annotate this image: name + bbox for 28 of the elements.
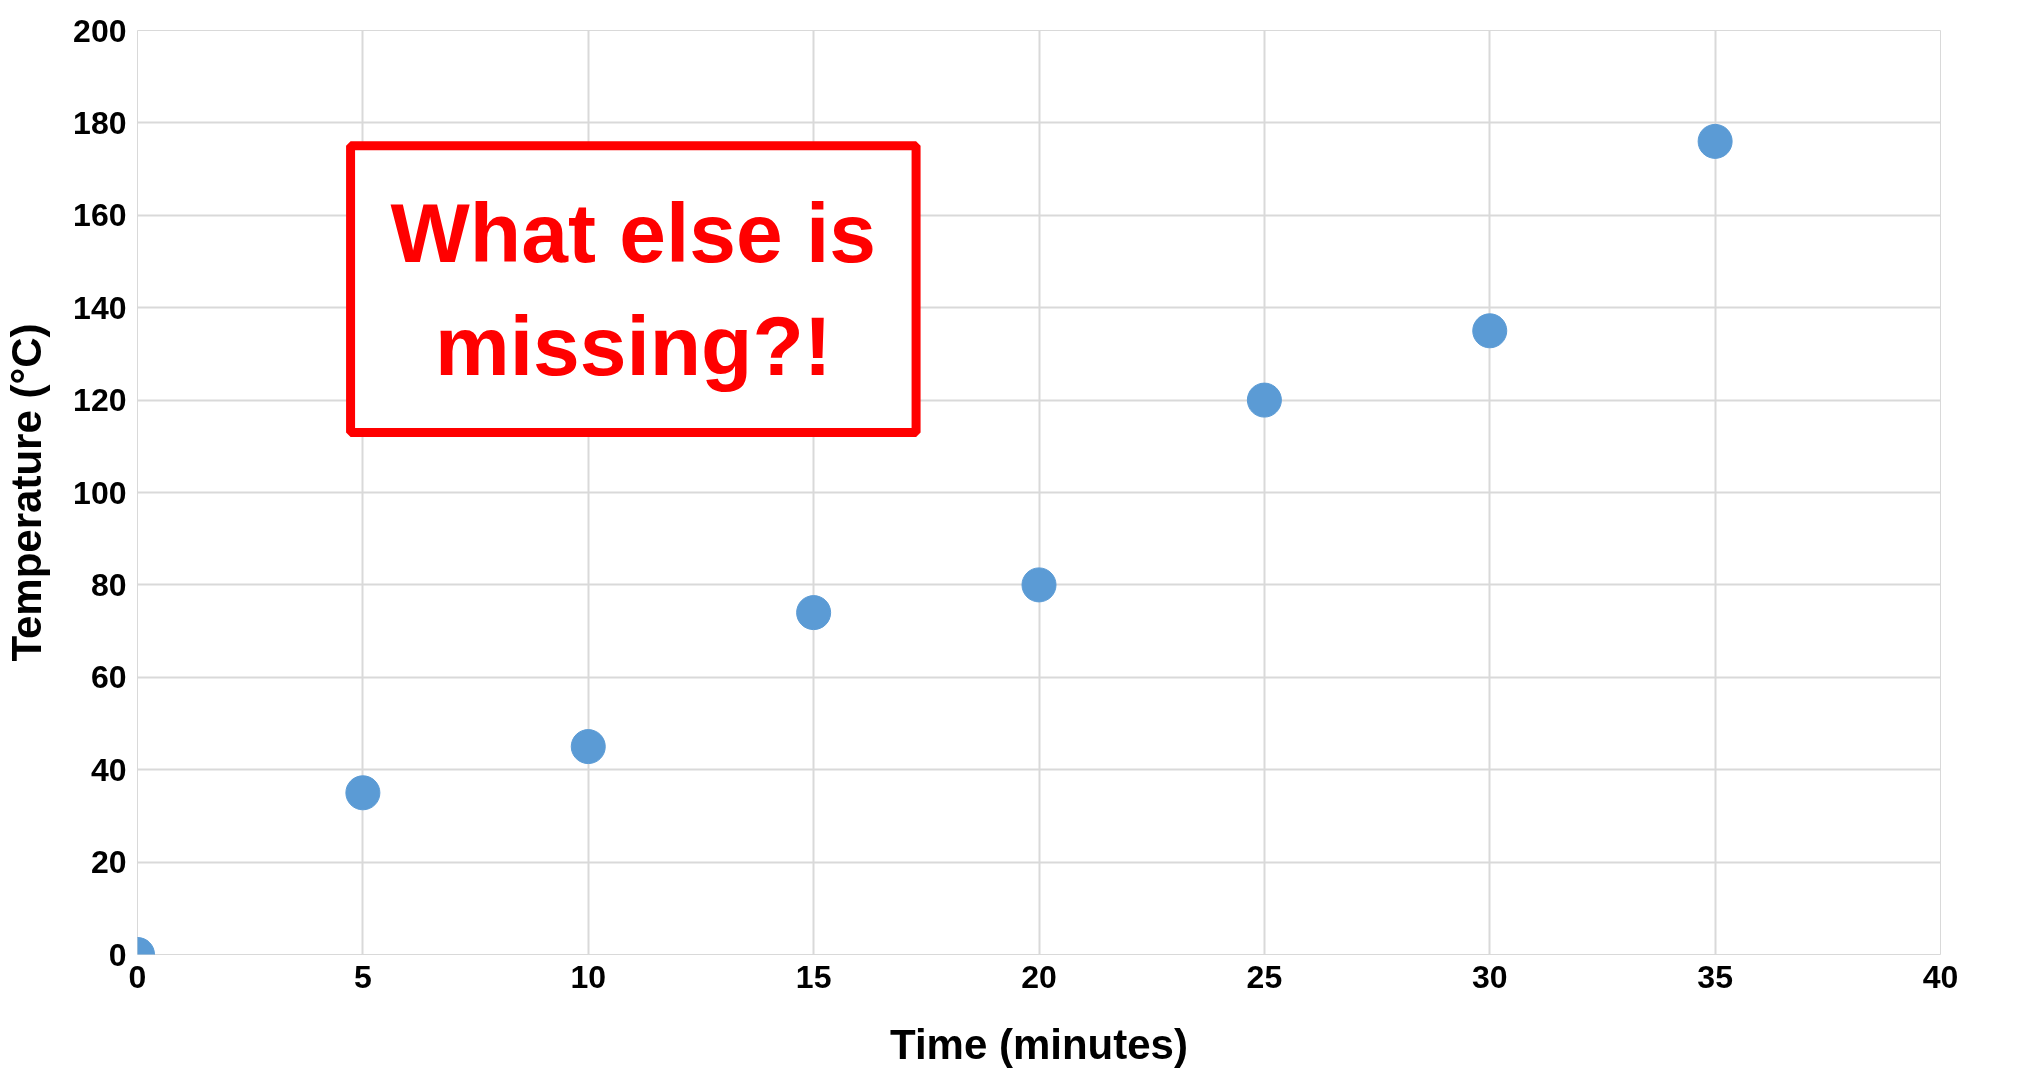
point [1697,123,1733,159]
x-tick-label: 25 [1246,958,1283,995]
x-tick-label: 20 [1021,958,1057,995]
point [570,729,606,765]
y-tick-label: 160 [73,197,127,234]
point [1021,567,1057,603]
y-tick-label: 40 [90,751,127,788]
y-tick-label: 60 [90,659,127,696]
y-tick-label: 100 [73,474,127,511]
x-tick-label: 30 [1471,958,1508,995]
y-tick-label: 140 [73,289,127,326]
annotation: What else is missing?! [390,185,877,393]
x-tick-label: 15 [795,958,832,995]
point [796,595,832,631]
point [1472,313,1508,349]
y-tick-label: 200 [73,12,127,49]
x-tick-label: 10 [570,958,607,995]
x-tick-label: 40 [1922,958,1959,995]
x-tick-label: 5 [353,958,372,995]
y-tick-label: 80 [90,566,127,603]
x-axis-title: Time (minutes) [890,1020,1188,1068]
point [345,775,381,811]
y-axis-title: Temperature (°C) [3,323,51,662]
y-tick-label: 120 [73,382,127,419]
y-tick-label: 20 [90,844,127,881]
point [1246,382,1282,418]
x-tick-label: 35 [1697,958,1733,995]
y-tick-label: 180 [73,104,127,141]
